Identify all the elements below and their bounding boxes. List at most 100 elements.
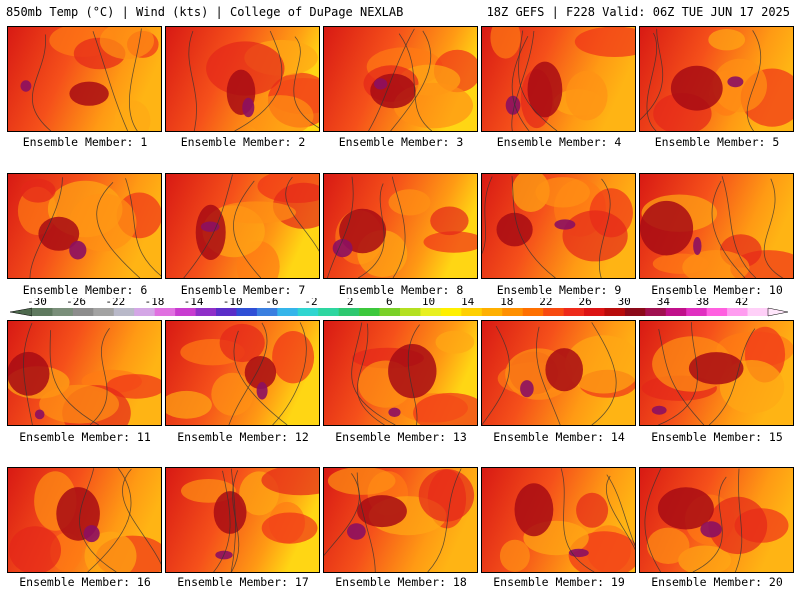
ensemble-member-map-3 <box>323 26 478 132</box>
colorbar-tick-label: -18 <box>144 298 164 308</box>
ensemble-member-map-8 <box>323 173 478 279</box>
colorbar-swatch <box>481 308 503 316</box>
ensemble-member-label-6: Ensemble Member: 6 <box>22 283 148 297</box>
colorbar-tick-label: 42 <box>735 298 748 308</box>
ensemble-member-label-13: Ensemble Member: 13 <box>335 430 467 444</box>
colorbar-swatch <box>420 308 442 316</box>
colorbar-tick-label: 38 <box>696 298 709 308</box>
colorbar-swatch <box>318 308 339 316</box>
ensemble-member-label-9: Ensemble Member: 9 <box>496 283 622 297</box>
ensemble-member-map-5 <box>639 26 794 132</box>
colorbar-swatch <box>727 308 748 316</box>
colorbar-swatch <box>502 308 523 316</box>
colorbar-tick-label: 30 <box>618 298 631 308</box>
colorbar-tick-label: 10 <box>422 298 435 308</box>
colorbar-swatch <box>32 308 53 316</box>
colorbar-swatch <box>134 308 155 316</box>
colorbar-tick-label: 26 <box>578 298 591 308</box>
colorbar-tick-label: 22 <box>539 298 552 308</box>
ensemble-member-map-14 <box>481 320 636 426</box>
colorbar-tick-label: 6 <box>386 298 393 308</box>
ensemble-member-map-16 <box>7 467 162 573</box>
ensemble-member-map-6 <box>7 173 162 279</box>
ensemble-member-label-11: Ensemble Member: 11 <box>19 430 151 444</box>
colorbar-tick-label: 2 <box>347 298 354 308</box>
ensemble-member-label-2: Ensemble Member: 2 <box>180 135 306 149</box>
colorbar-tick-label: -6 <box>265 298 278 308</box>
colorbar-swatch <box>624 308 646 316</box>
ensemble-member-map-2 <box>165 26 320 132</box>
ensemble-member-map-10 <box>639 173 794 279</box>
ensemble-member-label-7: Ensemble Member: 7 <box>180 283 306 297</box>
colorbar-tick-label: 18 <box>500 298 513 308</box>
colorbar-swatch <box>747 308 769 316</box>
colorbar-swatch <box>175 308 196 316</box>
colorbar-swatch <box>543 308 564 316</box>
ensemble-member-map-13 <box>323 320 478 426</box>
colorbar-tick-label: 14 <box>461 298 475 308</box>
ensemble-member-label-5: Ensemble Member: 5 <box>654 135 780 149</box>
ensemble-member-label-12: Ensemble Member: 12 <box>177 430 309 444</box>
colorbar-tick-label: -2 <box>304 298 317 308</box>
colorbar-swatch <box>686 308 707 316</box>
ensemble-member-label-10: Ensemble Member: 10 <box>651 283 783 297</box>
colorbar-tick-label: -22 <box>105 298 125 308</box>
colorbar-swatch <box>154 308 176 316</box>
ensemble-member-label-16: Ensemble Member: 16 <box>19 575 151 589</box>
colorbar-tick-label: -30 <box>27 298 47 308</box>
colorbar-swatch <box>604 308 626 316</box>
colorbar-swatch <box>256 308 278 316</box>
ensemble-member-label-17: Ensemble Member: 17 <box>177 575 309 589</box>
colorbar-swatch <box>338 308 360 316</box>
ensemble-member-map-19 <box>481 467 636 573</box>
colorbar-tick-label: -14 <box>184 298 204 308</box>
ensemble-member-map-11 <box>7 320 162 426</box>
ensemble-member-label-3: Ensemble Member: 3 <box>338 135 464 149</box>
colorbar-swatch <box>113 308 135 316</box>
colorbar-tick-label: 34 <box>657 298 671 308</box>
ensemble-member-map-17 <box>165 467 320 573</box>
colorbar-min-arrow <box>10 307 33 317</box>
ensemble-member-map-20 <box>639 467 794 573</box>
colorbar-swatch <box>706 308 728 316</box>
colorbar-swatch <box>72 308 94 316</box>
colorbar-swatch <box>52 308 74 316</box>
ensemble-member-label-14: Ensemble Member: 14 <box>493 430 625 444</box>
colorbar-swatch <box>461 308 483 316</box>
ensemble-member-map-1 <box>7 26 162 132</box>
colorbar-tick-label: -26 <box>66 298 86 308</box>
colorbar-tick-label: -10 <box>223 298 243 308</box>
colorbar-swatch <box>195 308 217 316</box>
ensemble-member-label-20: Ensemble Member: 20 <box>651 575 783 589</box>
ensemble-member-map-18 <box>323 467 478 573</box>
ensemble-member-map-15 <box>639 320 794 426</box>
colorbar-swatch <box>645 308 667 316</box>
ensemble-member-label-1: Ensemble Member: 1 <box>22 135 148 149</box>
ensemble-member-label-18: Ensemble Member: 18 <box>335 575 467 589</box>
ensemble-member-map-9 <box>481 173 636 279</box>
temperature-colorbar: -30 -26 -22 -18 -14 -10 -6 -2 2 6 10 14 18 22 26 30 34 38… <box>10 298 789 317</box>
colorbar-max-arrow <box>767 307 789 317</box>
colorbar-swatch <box>93 308 115 316</box>
valid-time: 18Z GEFS | F228 Valid: 06Z TUE JUN 17 20… <box>486 5 790 19</box>
map-title: 850mb Temp (°C) | Wind (kts) | College o… <box>6 5 404 19</box>
colorbar-swatch <box>400 308 421 316</box>
ensemble-member-map-7 <box>165 173 320 279</box>
colorbar-swatch <box>216 308 237 316</box>
colorbar-swatch <box>277 308 299 316</box>
ensemble-member-map-4 <box>481 26 636 132</box>
colorbar-swatch <box>297 308 319 316</box>
colorbar-swatch <box>563 308 585 316</box>
colorbar-swatch <box>522 308 544 316</box>
colorbar-swatch <box>379 308 401 316</box>
ensemble-member-label-19: Ensemble Member: 19 <box>493 575 625 589</box>
ensemble-member-label-8: Ensemble Member: 8 <box>338 283 464 297</box>
colorbar-swatch <box>665 308 687 316</box>
ensemble-member-label-4: Ensemble Member: 4 <box>496 135 622 149</box>
colorbar-swatch <box>584 308 605 316</box>
colorbar-swatch <box>359 308 380 316</box>
ensemble-member-label-15: Ensemble Member: 15 <box>651 430 783 444</box>
colorbar-swatch <box>236 308 258 316</box>
colorbar-swatch <box>440 308 462 316</box>
ensemble-member-map-12 <box>165 320 320 426</box>
